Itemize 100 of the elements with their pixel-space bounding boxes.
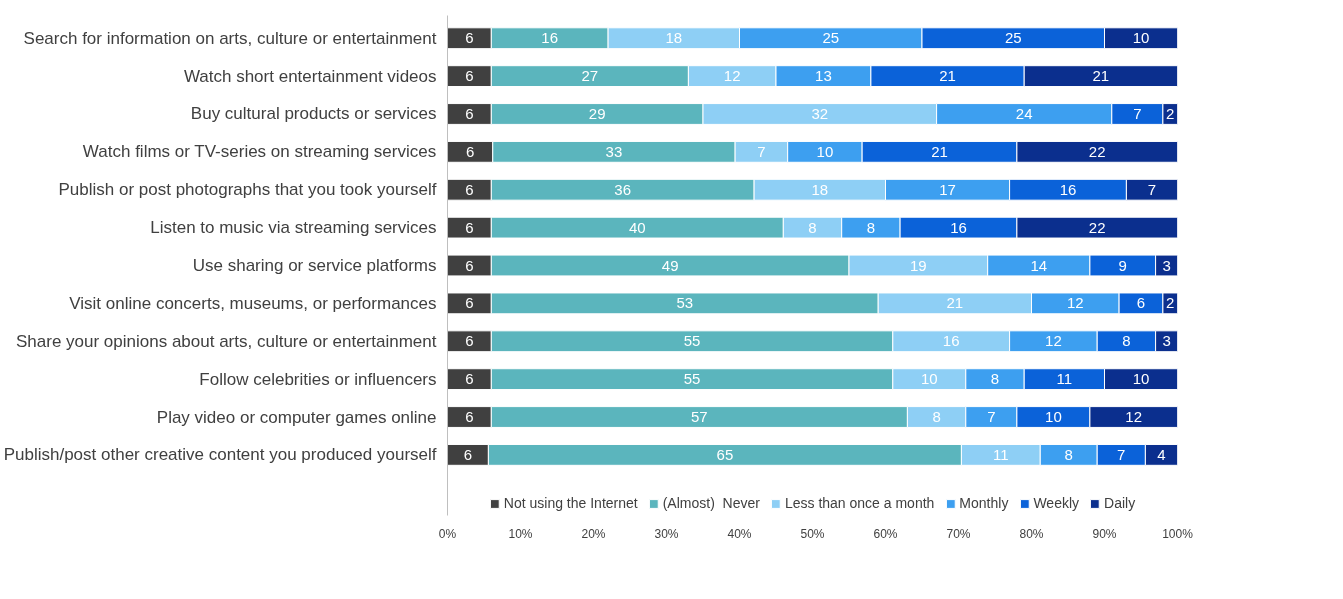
data-label: 12	[1066, 294, 1084, 312]
data-label: 10	[1045, 408, 1062, 426]
data-label: 6	[465, 29, 474, 47]
data-label: 12	[1045, 332, 1062, 350]
x-tick-label: 20%	[581, 526, 606, 541]
data-label: 6	[465, 218, 474, 236]
x-tick-label: 90%	[1092, 526, 1117, 541]
data-label: 25	[1004, 29, 1022, 47]
x-tick-label: 40%	[727, 526, 752, 541]
data-label: 21	[931, 142, 948, 160]
data-label: 6	[465, 332, 474, 350]
data-label: 6	[465, 370, 474, 388]
y-tick-label: Watch short entertainment videos	[183, 66, 437, 86]
data-label: 7	[987, 408, 996, 426]
data-label: 55	[683, 370, 701, 388]
y-tick-label: Share your opinions about arts, culture or entertainment	[15, 331, 437, 351]
data-label: 8	[808, 218, 817, 236]
data-label: 18	[811, 180, 829, 198]
data-label: 6	[465, 67, 474, 85]
x-tick-label: 100%	[1162, 526, 1194, 541]
data-label: 8	[866, 218, 876, 236]
data-label: 16	[950, 218, 967, 236]
data-label: 32	[811, 104, 829, 122]
data-label: 7	[757, 142, 766, 160]
legend-label: Less than once a month	[784, 495, 935, 511]
legend-label: (Almost) Never	[662, 495, 760, 511]
data-label: 40	[628, 218, 646, 236]
data-label: 10	[920, 370, 938, 388]
data-label: 16	[541, 29, 559, 47]
data-label: 8	[932, 408, 941, 426]
x-tick-label: 0%	[438, 526, 457, 541]
data-label: 22	[1088, 218, 1106, 236]
data-label: 8	[990, 370, 1000, 388]
legend-label: Weekly	[1033, 495, 1080, 511]
y-tick-label: Watch films or TV-series on streaming services	[82, 142, 437, 162]
legend-label: Monthly	[959, 495, 1009, 511]
legend-label: Not using the Internet	[503, 495, 638, 511]
y-tick-label: Listen to music via streaming services	[150, 218, 437, 238]
data-label: 6	[465, 104, 474, 122]
data-label: 10	[1132, 29, 1150, 47]
data-label: 8	[1122, 332, 1131, 350]
data-label: 6	[465, 180, 474, 198]
x-tick-label: 70%	[946, 526, 971, 541]
y-tick-label: Visit online concerts, museums, or performances	[69, 293, 437, 313]
data-label: 24	[1015, 104, 1033, 122]
data-label: 6	[465, 256, 474, 274]
y-tick-label: Search for information on arts, culture or entertainment	[23, 28, 437, 48]
data-label: 22	[1088, 142, 1106, 160]
data-label: 13	[815, 67, 832, 85]
data-label: 3	[1162, 332, 1171, 350]
data-label: 17	[939, 180, 956, 198]
data-label: 2	[1166, 104, 1175, 122]
legend-label: Daily	[1104, 495, 1136, 511]
data-label: 8	[1064, 445, 1073, 463]
data-label: 3	[1162, 256, 1171, 274]
data-label: 21	[939, 67, 956, 85]
data-label: 11	[993, 445, 1009, 463]
data-label: 9	[1118, 256, 1127, 274]
data-label: 21	[1092, 67, 1110, 85]
data-label: 16	[1059, 180, 1077, 198]
x-tick-label: 80%	[1019, 526, 1044, 541]
y-tick-label: Follow celebrities or influencers	[199, 369, 437, 389]
data-label: 25	[822, 29, 840, 47]
data-label: 33	[605, 142, 623, 160]
data-label: 7	[1117, 445, 1126, 463]
data-label: 6	[465, 294, 474, 312]
data-label: 16	[942, 332, 960, 350]
data-label: 19	[910, 256, 927, 274]
data-label: 7	[1147, 180, 1157, 198]
data-label: 29	[588, 104, 606, 122]
data-label: 65	[716, 445, 734, 463]
data-label: 10	[1132, 370, 1150, 388]
data-label: 6	[1136, 294, 1146, 312]
data-label: 55	[683, 332, 701, 350]
data-label: 27	[581, 67, 599, 85]
data-label: 6	[465, 408, 474, 426]
data-label: 21	[946, 294, 964, 312]
data-label: 18	[665, 29, 683, 47]
data-label: 53	[676, 294, 694, 312]
data-label: 6	[463, 445, 473, 463]
data-label: 49	[661, 256, 679, 274]
data-label: 10	[816, 142, 834, 160]
x-tick-label: 60%	[873, 526, 898, 541]
data-label: 12	[723, 67, 741, 85]
data-label: 4	[1157, 445, 1166, 463]
y-tick-label: Publish or post photographs that you took yourself	[58, 180, 437, 200]
data-label: 2	[1166, 294, 1175, 312]
data-label: 6	[465, 142, 475, 160]
x-tick-label: 30%	[654, 526, 679, 541]
data-label: 14	[1030, 256, 1048, 274]
x-tick-label: 50%	[800, 526, 825, 541]
data-label: 57	[691, 408, 708, 426]
y-tick-label: Publish/post other creative content you produced yourself	[3, 445, 437, 465]
data-label: 12	[1125, 408, 1143, 426]
data-label: 36	[614, 180, 632, 198]
y-tick-label: Buy cultural products or services	[190, 104, 437, 124]
y-tick-label: Play video or computer games online	[156, 407, 437, 427]
y-tick-label: Use sharing or service platforms	[192, 256, 437, 275]
x-tick-label: 10%	[508, 526, 533, 541]
data-label: 11	[1056, 370, 1073, 388]
